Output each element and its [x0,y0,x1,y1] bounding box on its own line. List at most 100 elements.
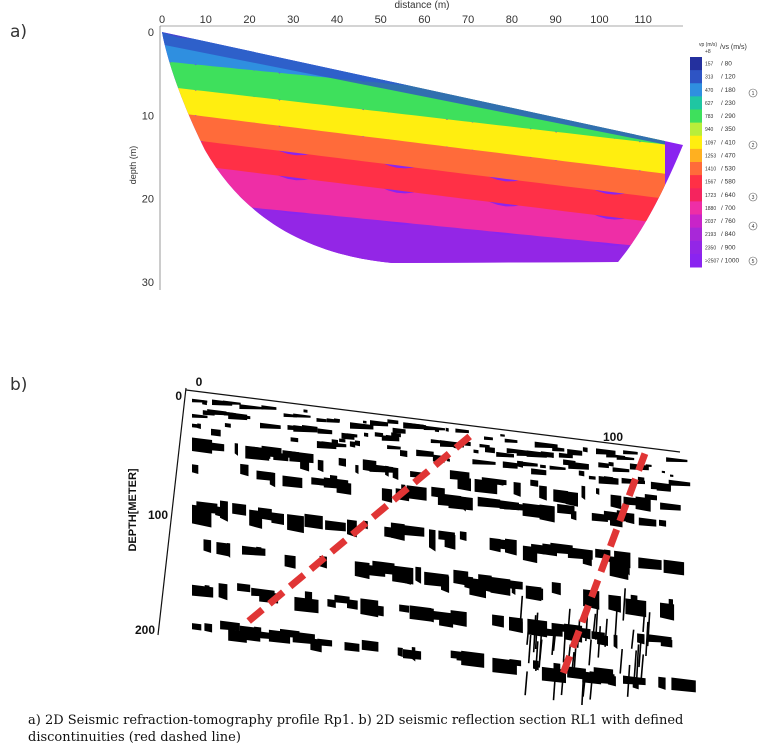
reflection-wiggle [504,438,518,443]
reflection-wiggle [509,616,523,634]
reflection-wiggle [485,446,495,454]
reflection-wiggle [571,510,577,521]
reflection-wiggle [660,638,673,648]
reflection-wiggle [637,633,645,645]
reflection-wiggle [325,520,346,532]
colorbar-vs-label: / 290 [721,113,736,120]
colorbar-marker [748,256,758,266]
reflection-wiggle [619,648,623,674]
reflection-wiggle [522,503,543,519]
colorbar-vp-label: 1410 [705,167,716,173]
x-tick-label: 40 [331,14,343,26]
reflection-wiggle [635,644,640,683]
figure-caption: a) 2D Seismic refraction-tomography prof… [28,713,684,745]
reflection-wiggle [423,425,445,431]
reflection-wiggle [550,453,554,458]
reflection-wiggle [637,476,645,481]
reflection-wiggle [592,613,597,633]
reflection-wiggle [256,546,262,555]
reflection-wiggle [284,554,296,569]
colorbar-header-plus: +8 [705,49,711,55]
reflection-wiggle [261,405,277,410]
x-tick-label: 60 [418,14,430,26]
reflection-wiggle [392,467,399,480]
reflection-wiggle [513,482,521,497]
reflection-wiggle [239,414,251,420]
reflection-wiggle [334,418,340,422]
reflection-wiggle [339,438,346,443]
b-tick-label: 200 [135,623,155,637]
reflection-wiggle [462,496,466,512]
reflection-wiggle [613,634,618,649]
reflection-wiggle [300,456,310,472]
reflection-wiggle [604,618,608,647]
reflection-wiggle [582,447,588,453]
reflection-wiggle [642,603,646,633]
colorbar-marker-label: 4 [752,224,755,230]
colorbar-swatch [690,214,702,229]
reflection-wiggle [472,459,496,465]
reflection-wiggle [192,623,202,631]
reflection-wiggle [535,641,539,671]
x-tick-label: 70 [462,14,474,26]
colorbar-vp-label: >2507 [705,258,719,264]
reflection-wiggle [403,525,425,537]
reflection-wiggle [660,502,681,511]
colorbar-swatch [690,188,702,202]
reflection-wiggle [614,605,618,639]
reflection-wiggle [551,630,555,655]
reflection-wiggle [539,485,547,501]
b-ylabel: DEPTH[METER] [127,468,139,551]
colorbar-swatch [690,162,702,176]
panel-a-label: a) [10,22,28,42]
reflection-wiggle [560,671,565,696]
reflection-wiggle [354,440,360,447]
reflection-wiggle [387,419,399,425]
colorbar-vp-label: 1253 [705,153,716,159]
colorbar-vs-label: / 350 [721,126,736,133]
reflection-wiggle [192,423,198,428]
reflection-wiggle [415,566,422,584]
discontinuity-line [244,433,472,626]
reflection-wiggle [581,485,586,500]
reflection-wiggle [287,514,304,534]
reflection-wiggle [303,409,308,413]
reflection-wiggle [203,539,212,553]
reflection-wiggle [659,519,667,527]
reflection-wiggle [416,449,434,458]
reflection-wiggle [271,512,284,525]
reflection-wiggle [552,631,557,651]
reflection-wiggle [588,639,592,666]
reflection-wiggle [521,461,538,467]
reflection-wiggle [534,612,539,650]
reflection-wiggle [364,432,369,437]
colorbar-vs-label: / 230 [721,100,736,107]
reflection-wiggle [391,432,401,438]
x-tick-label: 100 [590,14,608,26]
colorbar-vs-label: / 640 [721,192,736,199]
colorbar-vs-label: / 410 [721,139,736,146]
reflection-wiggle [498,480,504,486]
reflection-wiggle [638,639,642,668]
reflection-wiggle [239,404,264,410]
reflection-wiggle [310,515,314,523]
colorbar-vs-label: / 180 [721,87,736,94]
colorbar-vp-label: 1880 [705,206,716,212]
reflection-wiggle [429,529,436,552]
reflection-wiggle [439,614,454,628]
reflection-wiggle [260,422,281,429]
reflection-wiggle [216,542,230,557]
reflection-wiggle [204,623,213,633]
reflection-wiggle [670,474,674,477]
reflection-wiggle [397,647,403,657]
colorbar-marker-label: 1 [752,91,755,97]
y-axis-title: depth (m) [128,146,138,185]
reflection-wiggle [540,464,546,469]
reflection-wiggle [292,631,315,645]
reflection-wiggle [317,428,333,435]
reflection-wiggle [326,418,340,423]
reflection-wiggle [588,475,596,480]
reflection-wiggle [445,427,449,432]
colorbar-header-vs: /vs (m/s) [720,44,747,51]
reflection-wiggle [582,677,586,697]
